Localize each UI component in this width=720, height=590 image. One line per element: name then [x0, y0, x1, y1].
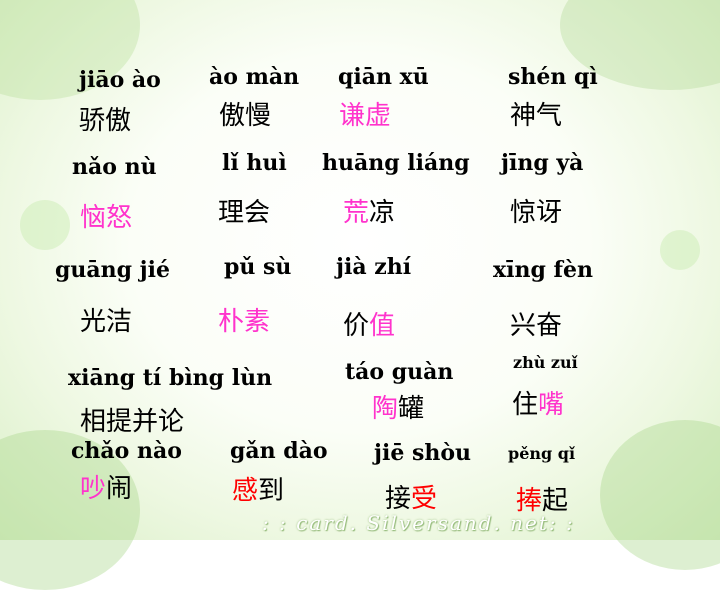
hanzi-word: 住嘴	[512, 392, 564, 418]
hanzi-word: 吵闹	[80, 476, 132, 502]
pinyin-label: pěng qǐ	[508, 444, 576, 463]
hanzi-char: 感	[232, 476, 259, 506]
hanzi-word: 价值	[343, 313, 395, 339]
hanzi-char: 凉	[369, 198, 396, 228]
hanzi-word: 陶罐	[372, 396, 424, 422]
pinyin-label: qiān xū	[338, 64, 429, 90]
hanzi-word: 相提并论	[80, 409, 184, 435]
pinyin-label: xiāng tí bìng lùn	[68, 365, 273, 391]
hanzi-char: 受	[411, 484, 438, 514]
pinyin-label: xīng fèn	[493, 257, 593, 283]
pinyin-label: nǎo nù	[72, 154, 157, 180]
hanzi-word: 感到	[232, 478, 284, 504]
hanzi-word: 谦虚	[339, 103, 391, 129]
hanzi-char: 恼怒	[80, 203, 133, 233]
hanzi-char: 嘴	[538, 390, 565, 420]
bokeh-decoration	[600, 420, 720, 570]
hanzi-word: 荒凉	[343, 200, 395, 226]
hanzi-word: 兴奋	[510, 313, 562, 339]
hanzi-char: 神气	[510, 101, 563, 131]
hanzi-char: 住	[512, 390, 539, 420]
hanzi-char: 光洁	[80, 307, 133, 337]
hanzi-char: 傲慢	[219, 101, 272, 131]
hanzi-char: 相提并论	[80, 407, 185, 437]
hanzi-char: 捧	[516, 486, 543, 516]
hanzi-word: 恼怒	[80, 205, 132, 231]
bokeh-decoration	[660, 230, 700, 270]
pinyin-label: chǎo nào	[71, 438, 182, 464]
hanzi-word: 朴素	[218, 309, 270, 335]
pinyin-label: jiāo ào	[79, 67, 161, 93]
hanzi-char: 吵	[80, 474, 107, 504]
hanzi-word: 光洁	[80, 309, 132, 335]
hanzi-word: 惊讶	[510, 200, 562, 226]
pinyin-label: huāng liáng	[322, 150, 470, 176]
hanzi-char: 骄傲	[79, 106, 132, 136]
hanzi-char: 接	[385, 484, 412, 514]
hanzi-char: 价	[343, 311, 370, 341]
hanzi-char: 兴奋	[510, 311, 563, 341]
hanzi-char: 起	[542, 486, 569, 516]
hanzi-char: 理会	[218, 198, 271, 228]
pinyin-label: ào màn	[209, 64, 300, 90]
pinyin-label: jiē shòu	[374, 440, 472, 466]
hanzi-char: 荒	[343, 198, 370, 228]
hanzi-char: 罐	[398, 394, 425, 424]
pinyin-label: guāng jié	[55, 257, 170, 283]
watermark-text: : : card. Silversand. net: :	[262, 511, 575, 535]
hanzi-word: 捧起	[516, 488, 568, 514]
hanzi-word: 神气	[510, 103, 562, 129]
hanzi-word: 傲慢	[219, 103, 271, 129]
pinyin-label: táo guàn	[345, 359, 454, 385]
hanzi-char: 惊讶	[510, 198, 563, 228]
pinyin-label: pǔ sù	[224, 254, 292, 280]
hanzi-char: 谦虚	[339, 101, 392, 131]
pinyin-label: zhù zuǐ	[513, 353, 578, 372]
pinyin-label: lǐ huì	[222, 150, 287, 176]
hanzi-char: 陶	[372, 394, 399, 424]
pinyin-label: jià zhí	[336, 254, 412, 280]
pinyin-label: shén qì	[508, 64, 598, 90]
hanzi-char: 值	[369, 311, 396, 341]
hanzi-char: 闹	[106, 474, 133, 504]
bokeh-decoration	[20, 200, 70, 250]
pinyin-label: gǎn dào	[230, 438, 328, 464]
hanzi-word: 骄傲	[79, 108, 131, 134]
hanzi-char: 朴素	[218, 307, 271, 337]
hanzi-word: 理会	[218, 200, 270, 226]
pinyin-label: jīng yà	[501, 150, 584, 176]
hanzi-char: 到	[258, 476, 285, 506]
hanzi-word: 接受	[385, 486, 437, 512]
